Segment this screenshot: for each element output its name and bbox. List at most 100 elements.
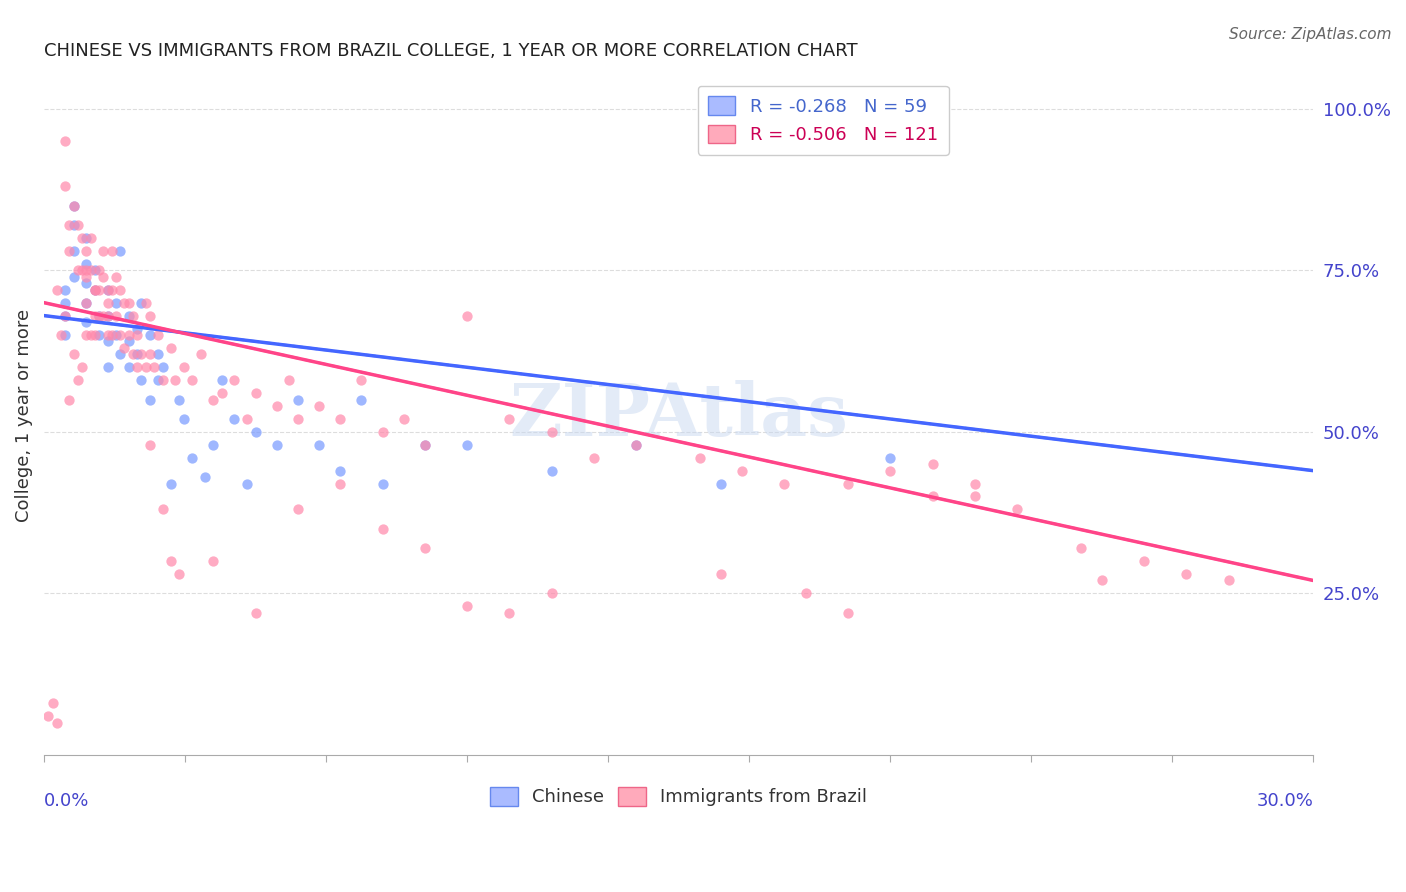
- Point: [413, 438, 436, 452]
- Point: [131, 347, 153, 361]
- Point: [97, 283, 120, 297]
- Point: [350, 392, 373, 407]
- Point: [75, 315, 97, 329]
- Point: [66, 373, 89, 387]
- Point: [118, 328, 141, 343]
- Point: [329, 476, 352, 491]
- Point: [392, 412, 415, 426]
- Point: [308, 438, 330, 452]
- Point: [173, 412, 195, 426]
- Point: [710, 567, 733, 582]
- Point: [101, 244, 124, 258]
- Point: [837, 606, 859, 620]
- Point: [87, 328, 110, 343]
- Point: [118, 309, 141, 323]
- Point: [45, 715, 67, 730]
- Point: [160, 476, 183, 491]
- Point: [70, 231, 93, 245]
- Point: [181, 450, 204, 465]
- Point: [97, 334, 120, 349]
- Point: [329, 412, 352, 426]
- Point: [127, 360, 149, 375]
- Point: [97, 309, 120, 323]
- Point: [101, 328, 124, 343]
- Point: [689, 450, 711, 465]
- Point: [194, 470, 217, 484]
- Point: [62, 218, 84, 232]
- Point: [498, 412, 520, 426]
- Point: [287, 412, 309, 426]
- Point: [70, 360, 93, 375]
- Point: [75, 269, 97, 284]
- Point: [1005, 502, 1028, 516]
- Point: [83, 283, 105, 297]
- Point: [879, 450, 901, 465]
- Point: [152, 502, 174, 516]
- Point: [75, 263, 97, 277]
- Point: [1133, 554, 1156, 568]
- Point: [456, 599, 478, 614]
- Point: [75, 295, 97, 310]
- Point: [456, 438, 478, 452]
- Point: [70, 263, 93, 277]
- Point: [266, 399, 288, 413]
- Point: [97, 283, 120, 297]
- Point: [83, 283, 105, 297]
- Point: [53, 134, 76, 148]
- Point: [75, 231, 97, 245]
- Point: [287, 392, 309, 407]
- Point: [75, 328, 97, 343]
- Text: 0.0%: 0.0%: [44, 792, 90, 810]
- Point: [202, 392, 225, 407]
- Point: [91, 269, 114, 284]
- Point: [41, 696, 63, 710]
- Point: [794, 586, 817, 600]
- Point: [773, 476, 796, 491]
- Point: [160, 341, 183, 355]
- Point: [110, 328, 132, 343]
- Point: [731, 464, 754, 478]
- Point: [287, 502, 309, 516]
- Point: [148, 347, 170, 361]
- Point: [143, 360, 166, 375]
- Point: [118, 295, 141, 310]
- Point: [58, 392, 80, 407]
- Point: [540, 425, 562, 439]
- Point: [53, 283, 76, 297]
- Point: [879, 464, 901, 478]
- Point: [53, 328, 76, 343]
- Point: [97, 295, 120, 310]
- Point: [75, 257, 97, 271]
- Point: [152, 360, 174, 375]
- Point: [245, 386, 267, 401]
- Point: [165, 373, 187, 387]
- Point: [118, 334, 141, 349]
- Point: [626, 438, 648, 452]
- Point: [371, 476, 394, 491]
- Text: CHINESE VS IMMIGRANTS FROM BRAZIL COLLEGE, 1 YEAR OR MORE CORRELATION CHART: CHINESE VS IMMIGRANTS FROM BRAZIL COLLEG…: [44, 42, 858, 60]
- Point: [110, 347, 132, 361]
- Point: [202, 438, 225, 452]
- Point: [97, 309, 120, 323]
- Point: [135, 360, 157, 375]
- Point: [190, 347, 212, 361]
- Point: [160, 554, 183, 568]
- Point: [49, 328, 72, 343]
- Point: [91, 309, 114, 323]
- Point: [1091, 574, 1114, 588]
- Point: [371, 522, 394, 536]
- Point: [87, 309, 110, 323]
- Point: [127, 321, 149, 335]
- Point: [58, 244, 80, 258]
- Point: [83, 328, 105, 343]
- Legend: Chinese, Immigrants from Brazil: Chinese, Immigrants from Brazil: [484, 780, 875, 814]
- Point: [105, 309, 128, 323]
- Point: [127, 347, 149, 361]
- Point: [118, 360, 141, 375]
- Point: [224, 412, 246, 426]
- Point: [540, 464, 562, 478]
- Point: [236, 476, 259, 491]
- Point: [53, 309, 76, 323]
- Point: [62, 199, 84, 213]
- Point: [53, 179, 76, 194]
